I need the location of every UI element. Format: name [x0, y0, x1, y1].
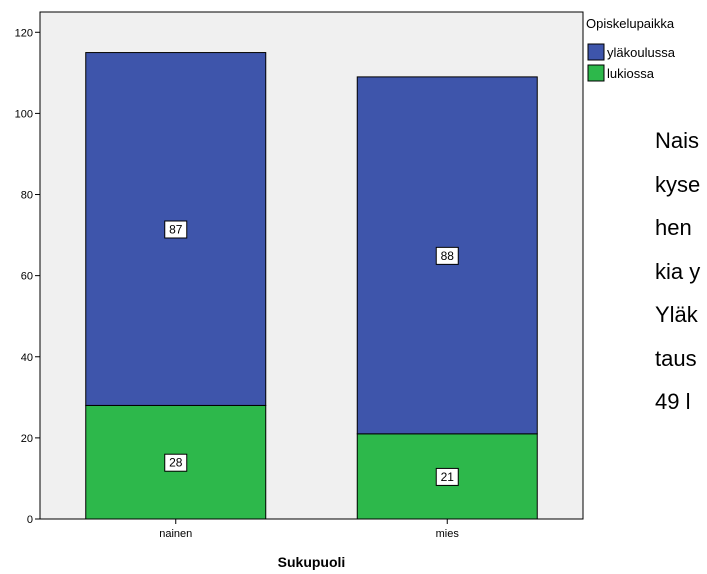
data-label: 87	[169, 222, 183, 236]
data-label-box	[164, 453, 188, 472]
x-tick-label: mies	[436, 528, 460, 540]
data-label: 28	[169, 456, 183, 470]
y-tick-label: 120	[15, 27, 33, 39]
y-tick-label: 40	[21, 352, 33, 364]
legend-entry: yläkoulussa	[607, 45, 676, 60]
x-axis-title: Sukupuoli	[278, 554, 346, 570]
y-tick-label: 60	[21, 271, 33, 283]
y-tick-label: 100	[15, 108, 33, 120]
legend-entry: lukiossa	[607, 66, 655, 81]
side-text-line: 49 l	[655, 389, 691, 414]
data-label: 21	[441, 470, 455, 484]
data-label: 88	[441, 249, 455, 263]
y-tick-label: 80	[21, 190, 33, 202]
data-labels: 28 87 21 88	[164, 220, 459, 486]
data-label-box	[435, 467, 459, 486]
side-text-line: kia y	[655, 258, 701, 284]
data-label-box	[435, 246, 459, 265]
y-axis: 0 20 40 60 80 100 120	[15, 27, 40, 526]
side-text-line: hen	[655, 215, 692, 240]
data-label-box	[164, 220, 188, 239]
legend-swatch	[587, 64, 605, 82]
side-text-line: kyse	[655, 171, 701, 197]
side-text-line: taus	[655, 345, 697, 371]
legend-title: Opiskelupaikka	[586, 16, 675, 31]
side-text-line: Yläk	[655, 302, 698, 327]
side-text-line: Nais	[655, 128, 700, 153]
legend: Opiskelupaikka yläkoulussa lukiossa	[586, 16, 676, 82]
y-tick-label: 0	[27, 514, 33, 526]
legend-swatch	[587, 43, 605, 61]
y-tick-label: 20	[21, 433, 33, 445]
bars	[85, 52, 538, 520]
x-tick-label: nainen	[159, 528, 192, 540]
x-axis: nainen mies	[159, 519, 459, 540]
